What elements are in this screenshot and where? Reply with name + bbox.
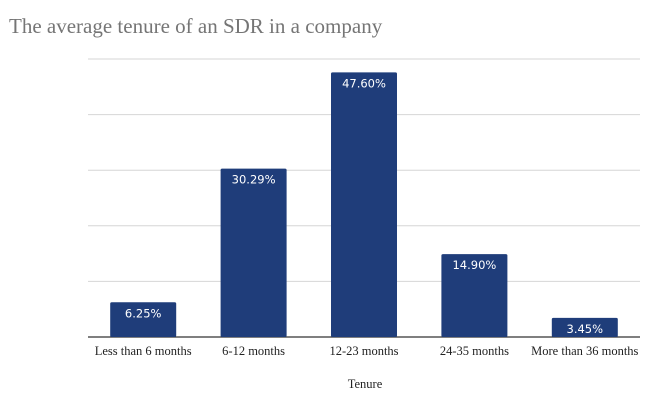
bar-value-label: 14.90% [452, 258, 496, 272]
x-tick-label: 6-12 months [222, 344, 285, 358]
bar [110, 302, 177, 337]
bar [441, 254, 508, 337]
x-tick-label: More than 36 months [531, 344, 638, 358]
x-axis-title: Tenure [348, 377, 383, 391]
bar-value-label: 6.25% [125, 306, 162, 320]
bar [220, 168, 287, 337]
bar [331, 72, 397, 338]
bar-value-label: 3.45% [567, 322, 604, 336]
bars [110, 72, 618, 338]
x-tick-label: 24-35 months [440, 344, 509, 358]
bar-value-label: 30.29% [232, 173, 276, 187]
x-axis-tick-labels: Less than 6 months 6-12 months 12-23 month… [95, 344, 639, 358]
bar [551, 317, 618, 337]
bar-value-label: 47.60% [342, 76, 386, 90]
bar-value-labels: 6.25% 30.29% 47.60% 14.90% 3.45% [125, 76, 603, 335]
x-tick-label: Less than 6 months [95, 344, 192, 358]
chart-title: The average tenure of an SDR in a compan… [9, 14, 383, 38]
x-tick-label: 12-23 months [329, 344, 398, 358]
